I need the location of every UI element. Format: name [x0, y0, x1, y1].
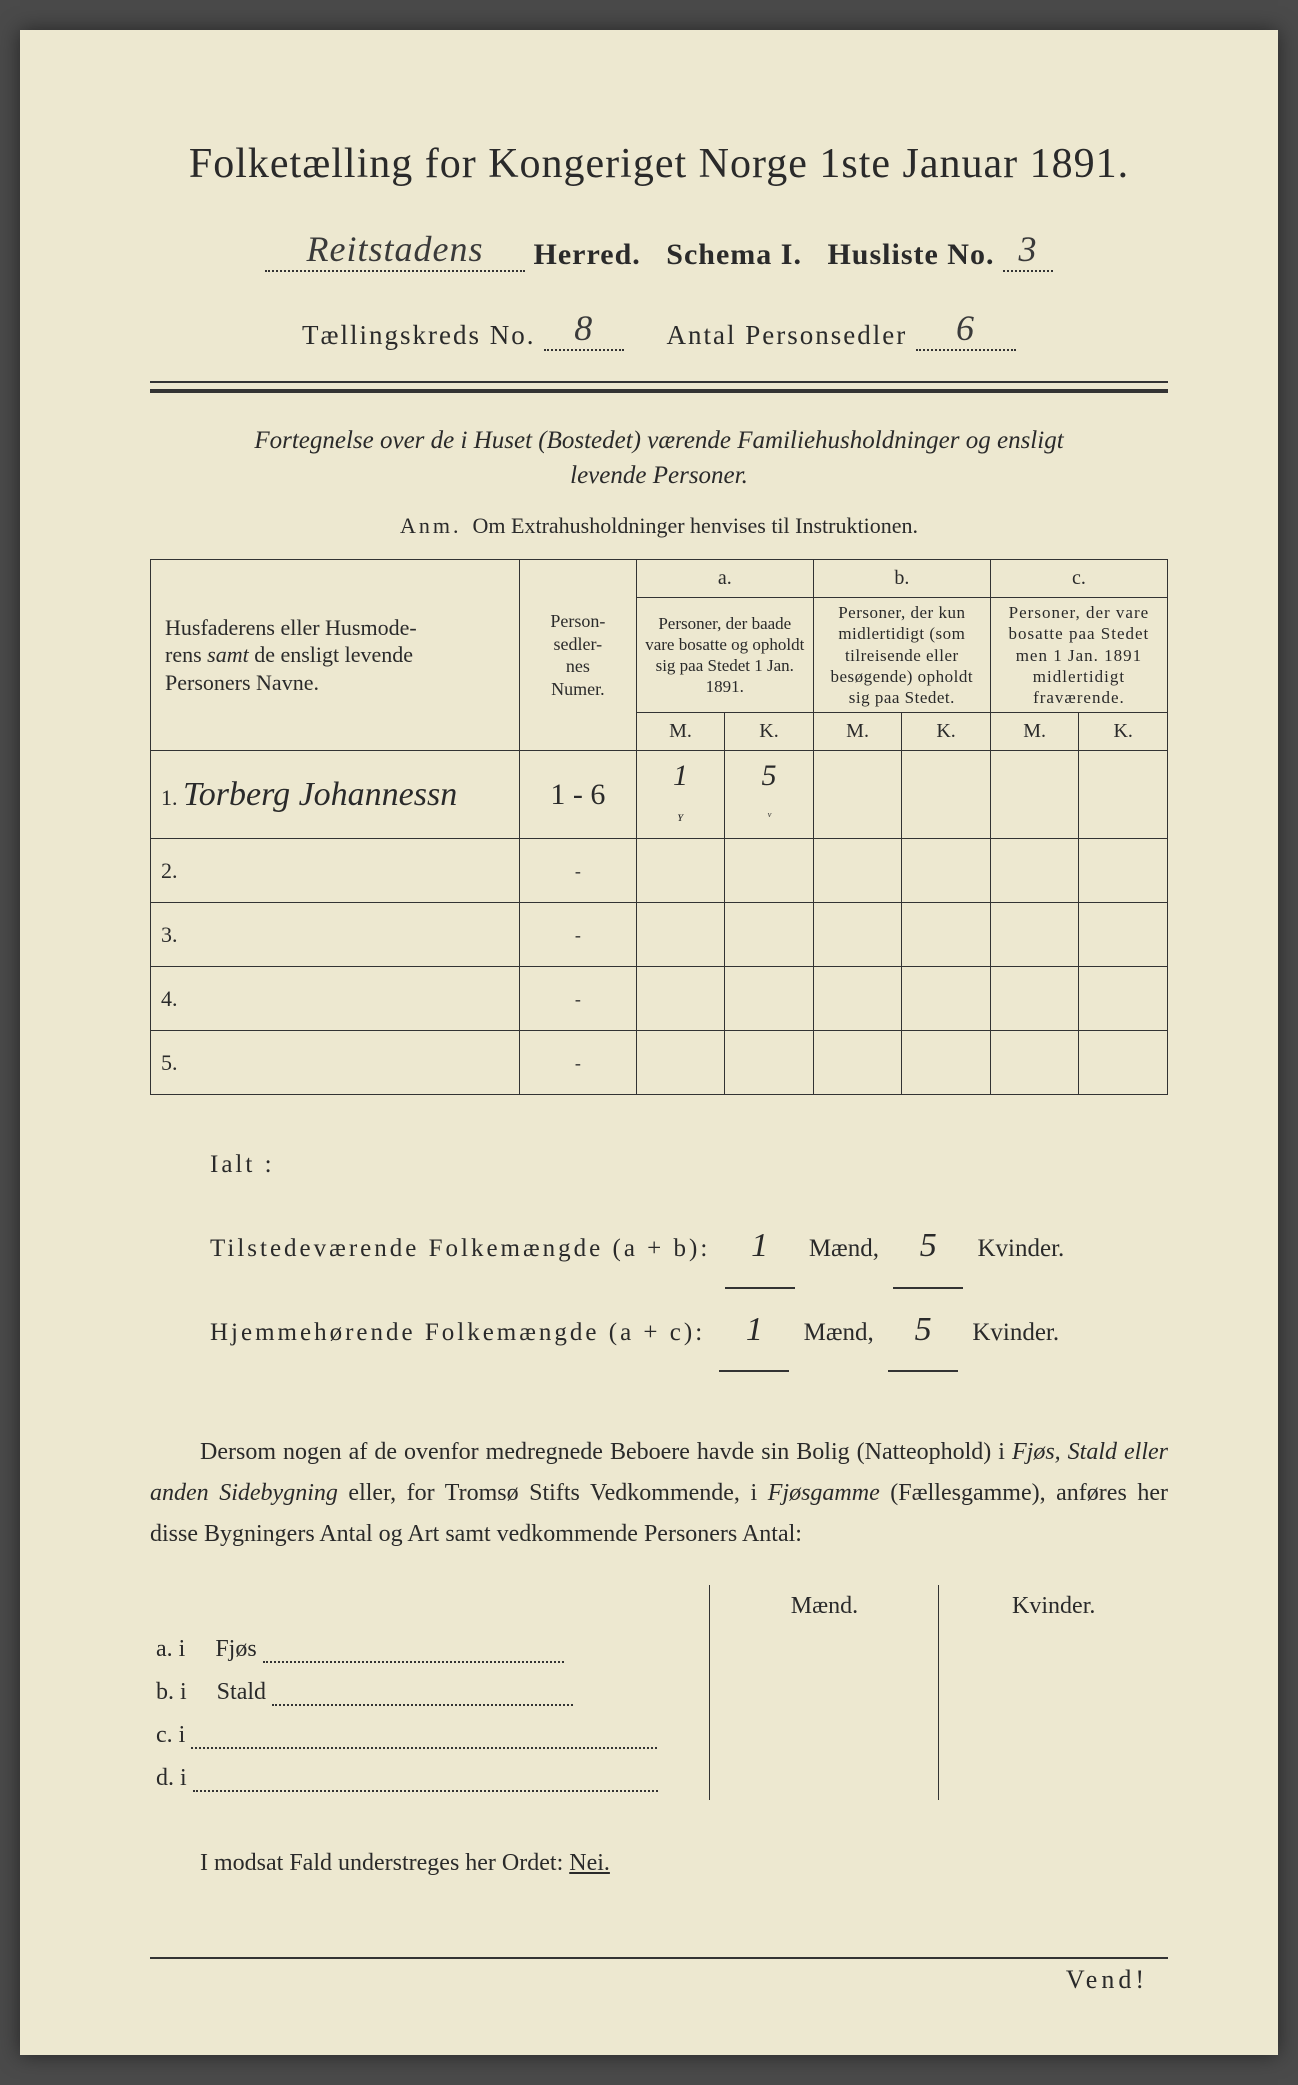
subtitle: Fortegnelse over de i Huset (Bostedet) v…	[150, 423, 1168, 493]
row1-aK: 5ᵛ	[725, 751, 814, 839]
th-c-m: M.	[990, 713, 1079, 751]
tilstede-m: 1	[725, 1205, 795, 1289]
list-item: c. i	[150, 1714, 1168, 1757]
row1-name: Torberg Johannessn	[183, 776, 457, 813]
schema-label: Schema I.	[666, 238, 802, 271]
th-c: c.	[990, 560, 1167, 598]
row1-aM: 1ʏ	[636, 751, 725, 839]
ialt-label: Ialt :	[210, 1135, 1168, 1195]
th-b-m: M.	[813, 713, 902, 751]
th-c-k: K.	[1079, 713, 1168, 751]
table-row: 4. -	[151, 967, 1168, 1031]
antal-no: 6	[916, 307, 1016, 351]
subtitle-line2: levende Personer.	[570, 462, 748, 489]
list-item: b. i Stald	[150, 1671, 1168, 1714]
outbuilding-table: Mænd. Kvinder. a. i Fjøs b. i Stald c. i…	[150, 1585, 1168, 1800]
th-number: Person-sedler-nesNumer.	[519, 560, 636, 751]
rule	[150, 1957, 1168, 1959]
census-form-page: Folketælling for Kongeriget Norge 1ste J…	[20, 30, 1278, 2055]
table-row: 2. -	[151, 839, 1168, 903]
page-title: Folketælling for Kongeriget Norge 1ste J…	[150, 140, 1168, 188]
outbuilding-paragraph: Dersom nogen af de ovenfor medregnede Be…	[150, 1432, 1168, 1554]
husliste-no: 3	[1003, 228, 1053, 272]
th-b-k: K.	[902, 713, 991, 751]
vend-label: Vend!	[150, 1965, 1168, 1995]
list-item: a. i Fjøs	[150, 1628, 1168, 1671]
rule	[150, 381, 1168, 383]
table-row: 5. -	[151, 1031, 1168, 1095]
mk-maend: Mænd.	[710, 1585, 939, 1628]
antal-label: Antal Personsedler	[667, 320, 908, 350]
th-a-k: K.	[725, 713, 814, 751]
hjemme-m: 1	[719, 1289, 789, 1373]
th-c-desc: Personer, der vare bosatte paa Stedet me…	[990, 598, 1167, 713]
table-row: 3. -	[151, 903, 1168, 967]
kreds-line: Tællingskreds No. 8 Antal Personsedler 6	[150, 307, 1168, 351]
anm-text: Om Extrahusholdninger henvises til Instr…	[473, 513, 918, 538]
list-item: d. i	[150, 1757, 1168, 1800]
subtitle-line1: Fortegnelse over de i Huset (Bostedet) v…	[254, 427, 1063, 454]
th-a: a.	[636, 560, 813, 598]
anm: Anm. Om Extrahusholdninger henvises til …	[150, 513, 1168, 539]
mk-kvinder: Kvinder.	[939, 1585, 1168, 1628]
th-a-desc: Personer, der baade vare bosatte og opho…	[636, 598, 813, 713]
table-row: 1. Torberg Johannessn 1 - 6 1ʏ 5ᵛ	[151, 751, 1168, 839]
kreds-label: Tællingskreds No.	[302, 320, 536, 350]
rule	[150, 389, 1168, 393]
th-name: Husfaderens eller Husmode- rens samt de …	[151, 560, 520, 751]
th-a-m: M.	[636, 713, 725, 751]
totals-block: Ialt : Tilstedeværende Folkemængde (a + …	[210, 1135, 1168, 1372]
nei-line: I modsat Fald understreges her Ordet: Ne…	[150, 1850, 1168, 1877]
nei-word: Nei.	[569, 1850, 610, 1876]
herred-line: Reitstadens Herred. Schema I. Husliste N…	[150, 228, 1168, 272]
hjemme-line: Hjemmehørende Folkemængde (a + c): 1 Mæn…	[210, 1289, 1168, 1373]
kreds-no: 8	[544, 307, 624, 351]
hjemme-k: 5	[888, 1289, 958, 1373]
husliste-label: Husliste No.	[827, 238, 994, 271]
anm-label: Anm.	[400, 513, 462, 538]
th-b: b.	[813, 560, 990, 598]
row1-num: 1 - 6	[519, 751, 636, 839]
tilstede-line: Tilstedeværende Folkemængde (a + b): 1 M…	[210, 1205, 1168, 1289]
herred-value: Reitstadens	[265, 228, 525, 272]
tilstede-k: 5	[893, 1205, 963, 1289]
herred-label: Herred.	[534, 238, 641, 271]
th-b-desc: Personer, der kun midlertidigt (som tilr…	[813, 598, 990, 713]
main-table: Husfaderens eller Husmode- rens samt de …	[150, 559, 1168, 1095]
